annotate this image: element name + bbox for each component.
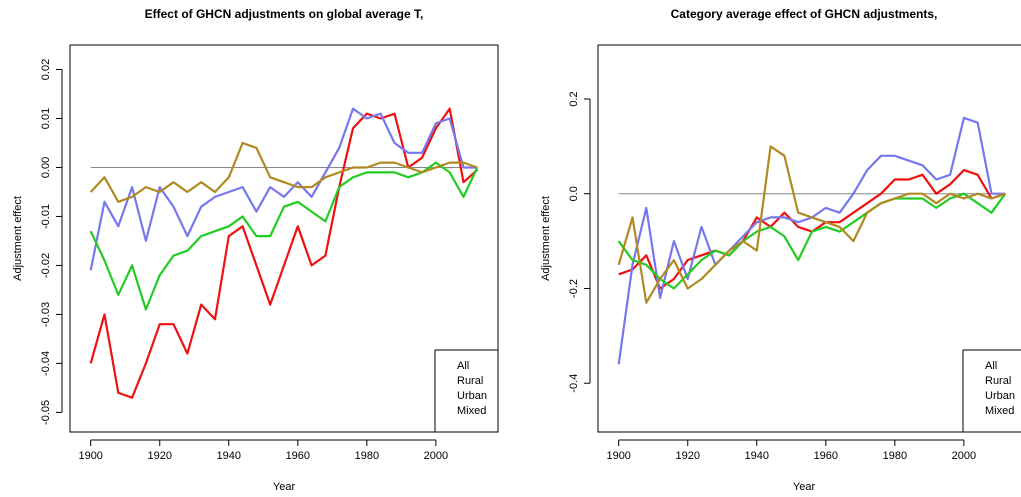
- legend-entry: Rural: [985, 375, 1011, 387]
- series-line: [89, 107, 479, 399]
- x-tick-label: 2000: [952, 450, 976, 462]
- legend-entry: Urban: [457, 390, 487, 402]
- x-tick-label: 2000: [424, 450, 448, 462]
- y-axis-label: Adjustment effect: [540, 196, 552, 281]
- y-tick-label: -0.4: [568, 374, 580, 393]
- y-tick-label: 0.02: [40, 59, 52, 80]
- x-tick-label: 1920: [675, 450, 699, 462]
- y-tick-label: 0.0: [568, 186, 580, 201]
- x-axis-label: Year: [793, 481, 816, 493]
- series-line: [617, 116, 1006, 365]
- x-tick-label: 1900: [606, 450, 630, 462]
- x-tick-label: 1960: [286, 450, 310, 462]
- legend-entry: Mixed: [457, 405, 486, 417]
- y-tick-label: 0.00: [40, 157, 52, 178]
- chart-title: Effect of GHCN adjustments on global ave…: [145, 7, 424, 21]
- legend-box: [434, 349, 499, 433]
- y-tick-label: -0.03: [40, 302, 52, 327]
- legend-entry: All: [985, 360, 997, 372]
- y-tick-label: -0.05: [40, 400, 52, 425]
- y-tick-label: 0.01: [40, 108, 52, 129]
- y-tick-label: -0.02: [40, 253, 52, 278]
- x-tick-label: 1980: [883, 450, 907, 462]
- series-line: [617, 145, 1006, 304]
- legend-entry: Urban: [985, 390, 1015, 402]
- series-line: [89, 141, 478, 203]
- y-axis-label: Adjustment effect: [12, 196, 24, 281]
- series-line: [89, 161, 479, 311]
- series-line: [89, 107, 478, 271]
- x-tick-label: 1900: [78, 450, 102, 462]
- y-tick-label: 0.2: [568, 91, 580, 106]
- x-tick-label: 1960: [814, 450, 838, 462]
- x-tick-label: 1980: [355, 450, 379, 462]
- y-tick-label: -0.01: [40, 204, 52, 229]
- legend-box: [962, 349, 1021, 433]
- plot-frame: [597, 44, 1021, 433]
- x-tick-label: 1940: [217, 450, 241, 462]
- chart-title: Category average effect of GHCN adjustme…: [671, 7, 938, 21]
- legend-entry: Mixed: [985, 405, 1014, 417]
- x-axis-label: Year: [273, 481, 296, 493]
- legend-entry: All: [457, 360, 469, 372]
- y-tick-label: -0.2: [568, 279, 580, 298]
- y-tick-label: -0.04: [40, 351, 52, 376]
- x-tick-label: 1920: [147, 450, 171, 462]
- series-line: [618, 169, 1006, 290]
- x-tick-label: 1940: [745, 450, 769, 462]
- plot-frame: [69, 44, 499, 433]
- legend-entry: Rural: [457, 375, 483, 387]
